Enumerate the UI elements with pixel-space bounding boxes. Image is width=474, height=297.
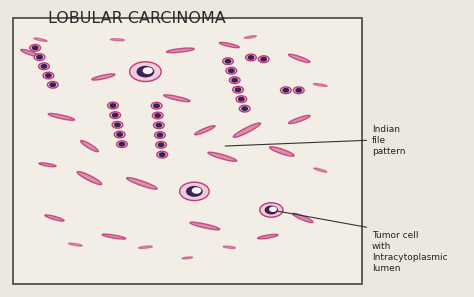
Circle shape: [238, 97, 244, 101]
Circle shape: [143, 68, 152, 73]
Circle shape: [153, 113, 163, 119]
Ellipse shape: [77, 172, 102, 185]
Circle shape: [232, 78, 237, 82]
Ellipse shape: [314, 168, 327, 172]
Circle shape: [192, 188, 201, 193]
Ellipse shape: [223, 246, 236, 248]
Circle shape: [225, 59, 231, 63]
Circle shape: [137, 67, 154, 77]
Circle shape: [154, 104, 159, 108]
Circle shape: [117, 133, 122, 136]
Circle shape: [32, 46, 38, 50]
Circle shape: [294, 87, 303, 93]
Circle shape: [155, 114, 161, 117]
Circle shape: [112, 113, 118, 117]
Circle shape: [156, 124, 162, 127]
Ellipse shape: [313, 83, 327, 86]
Text: Tumor cell
with
Intracytoplasmic
lumen: Tumor cell with Intracytoplasmic lumen: [372, 231, 447, 273]
Circle shape: [227, 68, 236, 74]
Ellipse shape: [292, 213, 313, 222]
Circle shape: [228, 69, 234, 72]
Circle shape: [48, 82, 57, 88]
Ellipse shape: [190, 222, 219, 230]
Ellipse shape: [164, 95, 190, 102]
Text: Indian
file
pattern: Indian file pattern: [372, 125, 405, 156]
Ellipse shape: [81, 140, 98, 152]
Circle shape: [265, 206, 277, 214]
Circle shape: [261, 204, 282, 216]
Text: LOBULAR CARCINOMA: LOBULAR CARCINOMA: [48, 11, 226, 26]
Circle shape: [110, 112, 120, 118]
Circle shape: [119, 143, 125, 146]
Ellipse shape: [39, 163, 56, 167]
Circle shape: [115, 123, 120, 127]
Circle shape: [270, 207, 276, 211]
Ellipse shape: [233, 123, 260, 138]
Circle shape: [296, 89, 301, 92]
Circle shape: [237, 96, 246, 102]
Circle shape: [156, 142, 166, 148]
Circle shape: [37, 55, 42, 59]
Circle shape: [50, 83, 55, 86]
Circle shape: [235, 88, 241, 91]
Circle shape: [113, 122, 122, 128]
Circle shape: [152, 103, 161, 109]
Circle shape: [261, 57, 266, 61]
Circle shape: [223, 58, 233, 64]
Circle shape: [157, 133, 163, 137]
Circle shape: [187, 187, 202, 196]
Circle shape: [233, 87, 243, 93]
Ellipse shape: [166, 48, 194, 53]
Bar: [12, 18, 362, 285]
Circle shape: [35, 54, 44, 60]
Circle shape: [259, 56, 268, 62]
Circle shape: [39, 63, 49, 69]
Circle shape: [155, 132, 164, 138]
Ellipse shape: [195, 126, 215, 135]
Circle shape: [44, 72, 53, 78]
Ellipse shape: [48, 113, 74, 120]
Ellipse shape: [21, 50, 39, 56]
Circle shape: [248, 56, 254, 59]
Ellipse shape: [34, 38, 47, 42]
Ellipse shape: [258, 234, 278, 239]
Circle shape: [246, 55, 255, 60]
Circle shape: [30, 45, 40, 51]
Circle shape: [281, 87, 291, 93]
Circle shape: [132, 63, 159, 80]
Circle shape: [41, 64, 47, 68]
Ellipse shape: [208, 152, 237, 161]
Ellipse shape: [245, 36, 256, 38]
Ellipse shape: [127, 178, 157, 189]
Ellipse shape: [289, 54, 310, 62]
Ellipse shape: [138, 246, 152, 248]
Circle shape: [157, 152, 167, 158]
Ellipse shape: [270, 147, 294, 156]
Circle shape: [115, 132, 124, 138]
Ellipse shape: [102, 234, 126, 239]
Circle shape: [283, 89, 289, 92]
Circle shape: [108, 102, 118, 108]
Circle shape: [230, 77, 239, 83]
Ellipse shape: [45, 215, 64, 221]
Circle shape: [159, 153, 165, 156]
Circle shape: [240, 106, 249, 112]
Ellipse shape: [182, 257, 192, 259]
Circle shape: [117, 141, 127, 147]
Ellipse shape: [219, 42, 239, 48]
Ellipse shape: [69, 243, 82, 246]
Ellipse shape: [92, 74, 115, 80]
Circle shape: [46, 74, 51, 77]
Circle shape: [242, 107, 247, 110]
Ellipse shape: [289, 116, 310, 124]
Circle shape: [110, 104, 116, 107]
Circle shape: [182, 183, 207, 200]
Circle shape: [158, 143, 164, 147]
Circle shape: [154, 122, 164, 128]
Ellipse shape: [110, 39, 124, 41]
